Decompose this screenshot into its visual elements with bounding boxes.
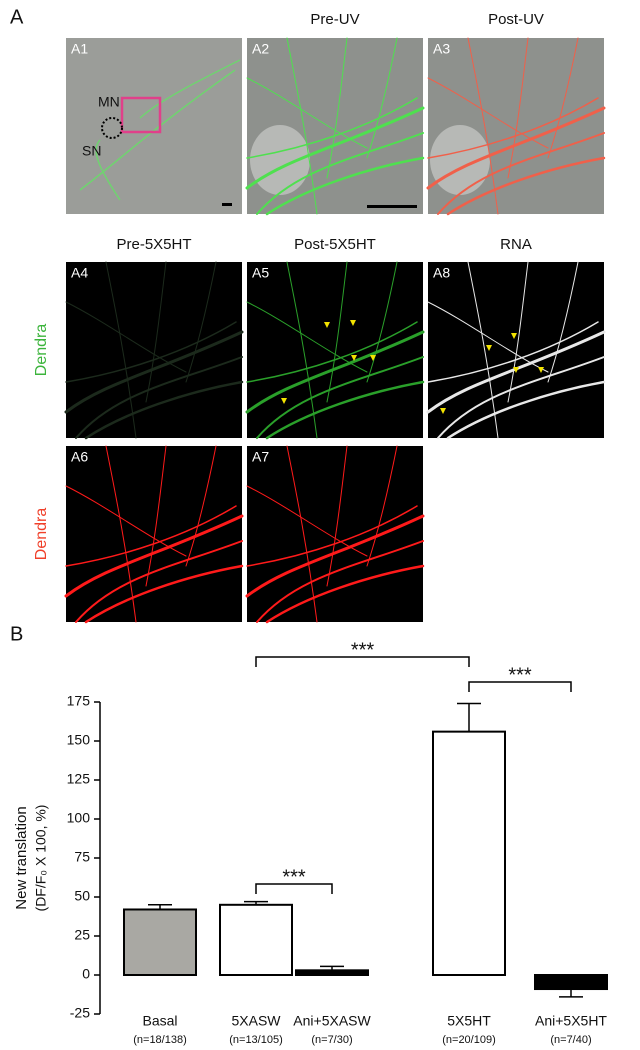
- image-a1: [66, 38, 242, 214]
- significance-bracket: [255, 656, 470, 667]
- significance-label: ***: [282, 866, 306, 888]
- x-tick-label: Basal: [142, 1013, 177, 1029]
- image-a7: [245, 444, 425, 624]
- image-label: A7: [252, 449, 269, 465]
- x-tick-label: Ani+5X5HT: [535, 1013, 607, 1029]
- y-tick-label: -25: [70, 1005, 90, 1021]
- image-label: A8: [433, 265, 450, 281]
- x-tick-label: 5XASW: [231, 1013, 281, 1029]
- panel-letter: B: [10, 623, 23, 645]
- x-tick-label: 5X5HT: [447, 1013, 491, 1029]
- y-tick-label: 125: [67, 771, 91, 787]
- image-a5: [245, 260, 425, 440]
- row-label: Dendra: [33, 508, 50, 561]
- sample-size: (n=20/109): [442, 1034, 496, 1046]
- column-title: Post-UV: [488, 11, 544, 28]
- y-tick-label: 100: [67, 810, 91, 826]
- y-axis-label: (DF/F₀ X 100, %): [33, 805, 49, 912]
- column-title: RNA: [500, 236, 532, 253]
- image-label: A5: [252, 265, 269, 281]
- bar: [123, 908, 197, 976]
- significance-label: ***: [508, 664, 532, 686]
- y-tick-label: 175: [67, 693, 91, 709]
- image-label: A2: [252, 41, 269, 57]
- image-a4: [64, 260, 244, 440]
- sample-size: (n=7/30): [311, 1034, 352, 1046]
- significance-bracket: [468, 681, 572, 692]
- bar: [534, 974, 608, 991]
- column-title: Pre-UV: [310, 11, 359, 28]
- sample-size: (n=18/138): [133, 1034, 187, 1046]
- y-tick-label: 25: [74, 927, 90, 943]
- y-tick-label: 50: [74, 888, 90, 904]
- image-a6: [64, 444, 244, 624]
- row-label: Dendra: [33, 324, 50, 377]
- bar: [219, 903, 293, 976]
- image-label: A1: [71, 41, 88, 57]
- bar: [295, 969, 369, 977]
- y-tick-label: 0: [82, 966, 90, 982]
- image-a2: [245, 36, 425, 216]
- image-label: A3: [433, 41, 450, 57]
- bar: [432, 730, 506, 977]
- significance-label: ***: [351, 639, 375, 661]
- column-title: Pre-5X5HT: [116, 236, 191, 253]
- image-a8: [426, 260, 606, 440]
- panel-letter: A: [10, 6, 24, 28]
- image-a3: [426, 36, 606, 216]
- y-tick-label: 75: [74, 849, 90, 865]
- significance-bracket: [255, 883, 333, 894]
- y-tick-label: 150: [67, 732, 91, 748]
- sample-size: (n=13/105): [229, 1034, 283, 1046]
- cell-label: SN: [82, 143, 101, 159]
- image-label: A6: [71, 449, 88, 465]
- column-title: Post-5X5HT: [294, 236, 376, 253]
- x-tick-label: Ani+5XASW: [293, 1013, 371, 1029]
- image-label: A4: [71, 265, 88, 281]
- sample-size: (n=7/40): [550, 1034, 591, 1046]
- y-axis-label: New translation: [13, 806, 30, 909]
- cell-label: MN: [98, 94, 120, 110]
